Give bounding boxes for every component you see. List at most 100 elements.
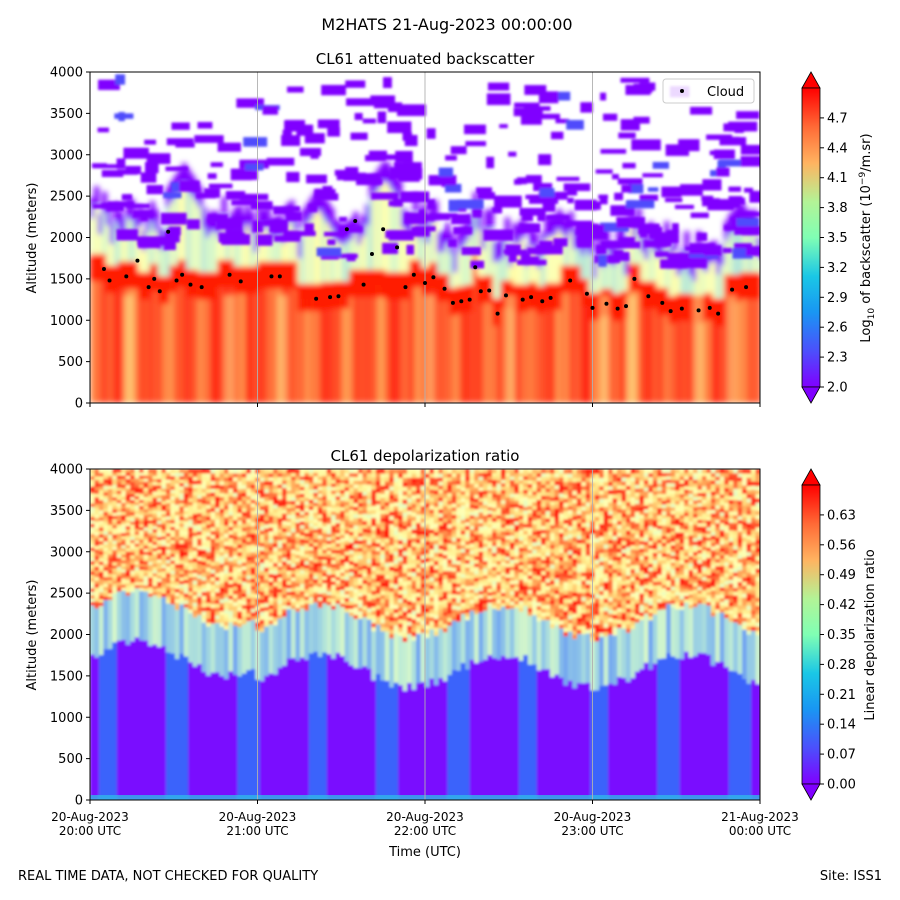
- cloud-point: [473, 265, 478, 270]
- backscatter-colorbar-label: Log10 of backscatter (10−9/m.sr): [858, 133, 877, 342]
- cloud-point: [188, 282, 193, 287]
- y-tick-label: 1000: [50, 711, 83, 726]
- cloud-point: [227, 272, 232, 277]
- cloud-point: [101, 266, 106, 271]
- top-y-axis: 0 500 1000 1500 2000 2500 3000 3500 4000: [50, 66, 90, 412]
- x-tick-date: 20-Aug-2023: [51, 810, 129, 824]
- cloud-point: [314, 296, 319, 301]
- x-tick-date: 20-Aug-2023: [219, 810, 297, 824]
- quality-disclaimer: REAL TIME DATA, NOT CHECKED FOR QUALITY: [18, 869, 319, 884]
- cloud-point: [411, 272, 416, 277]
- depolarization-colorbar-label: Linear depolarization ratio: [863, 549, 878, 720]
- cloud-point: [529, 295, 534, 300]
- cloud-point: [146, 285, 151, 290]
- y-tick-label: 1000: [50, 314, 83, 329]
- colorbar-tick-label: 2.9: [827, 291, 848, 306]
- cloud-point: [269, 274, 274, 279]
- cloud-point: [180, 272, 185, 277]
- y-tick-label: 0: [75, 794, 83, 809]
- cloud-point: [442, 286, 447, 291]
- cloud-points: [101, 218, 749, 316]
- legend[interactable]: Cloud: [662, 78, 755, 104]
- y-tick-label: 1500: [50, 272, 83, 287]
- colorbar-tick-label: 0.28: [827, 658, 856, 673]
- colorbar-tick-label: 3.2: [827, 261, 848, 276]
- colorbar-tick-label: 3.8: [827, 201, 848, 216]
- depolarization-colorbar: 0.00 0.07 0.14 0.21 0.28 0.35 0.42 0.49 0.56 0.63…: [801, 468, 878, 801]
- legend-cloud-marker: [680, 89, 684, 93]
- y-tick-label: 500: [58, 355, 83, 370]
- x-tick-time: 23:00 UTC: [561, 824, 623, 838]
- cloud-point: [707, 305, 712, 310]
- cloud-point: [381, 227, 386, 232]
- cloud-point: [624, 304, 628, 309]
- x-tick-date: 21-Aug-2023: [721, 810, 799, 824]
- cloud-point: [478, 289, 483, 294]
- y-tick-label: 2500: [50, 190, 83, 205]
- y-tick-label: 3000: [50, 148, 83, 163]
- cloud-point: [459, 299, 464, 304]
- cloud-point: [403, 285, 408, 290]
- cloud-point: [668, 309, 673, 314]
- y-tick-label: 2000: [50, 628, 83, 643]
- cloud-point: [604, 301, 609, 306]
- cloud-point: [423, 281, 427, 286]
- cloud-point: [696, 308, 701, 313]
- figure-title: M2HATS 21-Aug-2023 00:00:00: [321, 15, 572, 34]
- cloud-point: [520, 297, 525, 302]
- x-tick-time: 00:00 UTC: [729, 824, 791, 838]
- colorbar-tick-label: 4.1: [827, 171, 848, 186]
- cloud-point: [124, 274, 129, 279]
- cloud-point: [568, 278, 573, 283]
- cloud-point: [431, 275, 436, 280]
- y-tick-label: 3500: [50, 504, 83, 519]
- colorbar-tick-label: 0.00: [827, 778, 856, 793]
- site-label: Site: ISS1: [819, 869, 882, 884]
- y-tick-label: 1500: [50, 669, 83, 684]
- cloud-point: [615, 306, 620, 311]
- colorbar-tick-label: 0.56: [827, 538, 856, 553]
- cloud-point: [344, 227, 349, 232]
- colorbar-tick-label: 0.63: [827, 508, 856, 523]
- cloud-point: [540, 299, 545, 304]
- colorbar-tick-label: 0.21: [827, 688, 856, 703]
- cloud-point: [361, 282, 366, 287]
- cloud-point: [152, 276, 157, 281]
- y-tick-label: 3500: [50, 107, 83, 122]
- cloud-point: [277, 274, 282, 279]
- cloud-point: [157, 289, 162, 294]
- y-tick-label: 0: [75, 397, 83, 412]
- cloud-point: [716, 311, 721, 316]
- top-gridlines: [257, 72, 593, 403]
- cloud-point: [174, 278, 179, 283]
- x-tick-time: 22:00 UTC: [394, 824, 456, 838]
- top-y-axis-label: Altitude (meters): [25, 183, 40, 294]
- backscatter-colorbar: 2.0 2.3 2.6 2.9 3.2 3.5 3.8 4.1 4.4 4.7 Log10 of …: [801, 71, 877, 404]
- cloud-point: [730, 287, 735, 292]
- cloud-point: [336, 294, 341, 299]
- cloud-point: [495, 311, 500, 316]
- x-tick-date: 20-Aug-2023: [386, 810, 464, 824]
- cloud-point: [395, 245, 400, 250]
- cloud-point: [467, 297, 472, 302]
- cloud-point: [632, 276, 637, 281]
- y-tick-label: 500: [58, 752, 83, 767]
- backscatter-heatmap: 0 500 1000 1500 2000 2500 3000 3500 4000 Altitud…: [25, 66, 761, 412]
- bottom-y-axis-label: Altitude (meters): [25, 580, 40, 691]
- y-tick-label: 4000: [50, 66, 83, 81]
- cloud-point: [548, 295, 553, 300]
- y-tick-label: 4000: [50, 463, 83, 478]
- colorbar-tick-label: 0.14: [827, 718, 856, 733]
- cloud-point: [166, 229, 171, 234]
- bottom-y-axis: 0 500 1000 1500 2000 2500 3000 3500 4000: [50, 463, 90, 809]
- cloud-point: [135, 258, 140, 263]
- colorbar-tick-label: 4.4: [827, 141, 848, 156]
- cloud-point: [487, 288, 492, 293]
- bottom-gridlines: [257, 469, 593, 800]
- top-x-ticks: [89, 403, 761, 407]
- colorbar-tick-label: 2.0: [827, 381, 848, 396]
- cloud-point: [450, 300, 455, 305]
- colorbar-tick-label: 2.6: [827, 321, 848, 336]
- y-tick-label: 2500: [50, 587, 83, 602]
